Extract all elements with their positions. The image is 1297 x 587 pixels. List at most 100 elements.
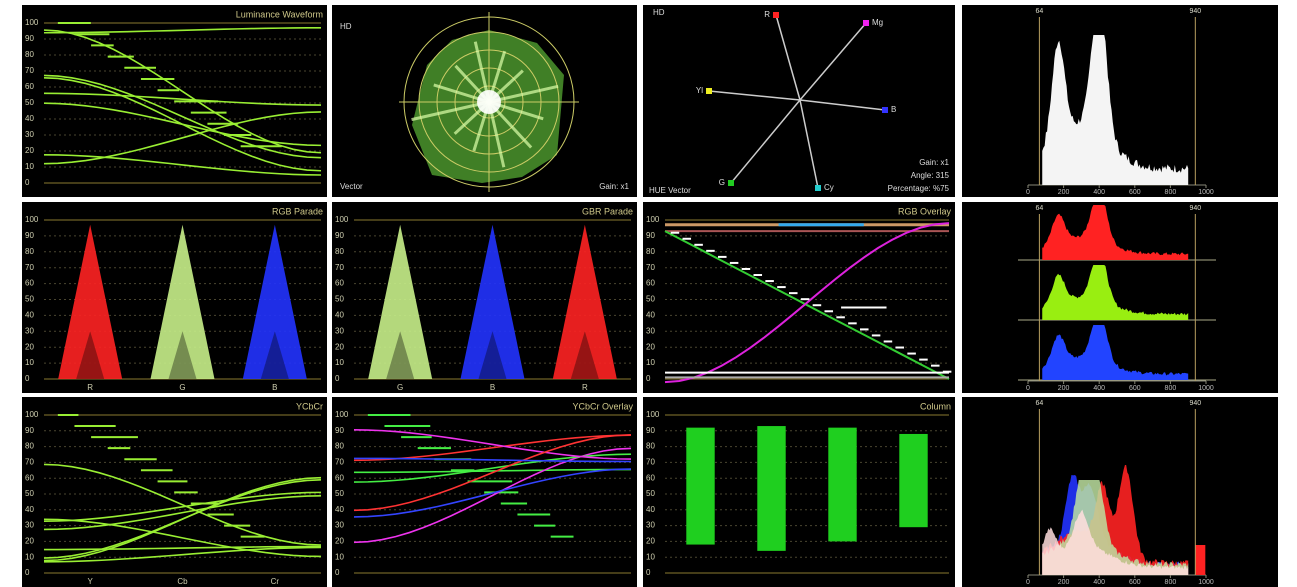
y-tick-label: 50 <box>335 295 344 304</box>
scope-panel: 0 200 400 600 800 1000 64 940 <box>962 202 1278 393</box>
y-tick-label: 0 <box>646 568 651 577</box>
vector-target <box>728 180 734 186</box>
y-tick-label: 100 <box>646 215 660 224</box>
vector-target <box>706 88 712 94</box>
parade-core <box>76 331 105 379</box>
channel-label: Cb <box>177 577 188 586</box>
trace <box>353 447 632 544</box>
range-marker-label: 940 <box>1189 205 1201 212</box>
y-tick-label: 50 <box>646 295 655 304</box>
x-tick-label: 800 <box>1165 385 1177 392</box>
y-tick-label: 30 <box>25 130 34 139</box>
trace <box>353 468 632 518</box>
y-tick-label: 30 <box>335 326 344 335</box>
y-tick-label: 60 <box>335 279 344 288</box>
panel-title: RGB Parade <box>272 206 323 216</box>
vector-line <box>799 99 819 189</box>
panel-title: RGB Overlay <box>898 206 952 216</box>
y-tick-label: 100 <box>335 215 349 224</box>
x-tick-label: 200 <box>1058 579 1070 586</box>
vector-label: R <box>764 10 770 19</box>
trace <box>664 222 950 384</box>
y-tick-label: 70 <box>646 263 655 272</box>
channel-label: B <box>272 383 277 392</box>
y-tick-label: 60 <box>25 473 34 482</box>
y-tick-label: 70 <box>646 458 655 467</box>
y-tick-label: 10 <box>646 552 655 561</box>
range-marker-label: 940 <box>1189 400 1201 407</box>
x-tick-label: 600 <box>1129 579 1141 586</box>
y-tick-label: 100 <box>646 410 660 419</box>
channel-label: R <box>87 383 93 392</box>
y-tick-label: 0 <box>25 568 30 577</box>
trace <box>353 457 632 463</box>
channel-label: G <box>179 383 185 392</box>
x-tick-label: 400 <box>1093 579 1105 586</box>
trace <box>43 74 322 159</box>
histogram-shape <box>1042 35 1189 185</box>
y-tick-label: 60 <box>646 279 655 288</box>
y-tick-label: 30 <box>335 521 344 530</box>
y-tick-label: 90 <box>335 231 344 240</box>
range-marker-label: 64 <box>1035 205 1043 212</box>
x-tick-label: 800 <box>1165 579 1177 586</box>
range-marker-label: 64 <box>1035 400 1043 407</box>
parade-core <box>478 331 507 379</box>
vector-label: Yl <box>696 86 703 95</box>
y-tick-label: 0 <box>335 374 340 383</box>
histogram-shape <box>1042 265 1189 320</box>
y-tick-label: 80 <box>646 247 655 256</box>
y-tick-label: 60 <box>25 82 34 91</box>
scope-label: HD <box>653 8 665 17</box>
x-tick-label: 600 <box>1129 385 1141 392</box>
trace <box>43 518 322 558</box>
vector-line <box>799 99 886 111</box>
scope-panel: 0 200 400 600 800 1000 64 940 <box>962 397 1278 587</box>
y-tick-label: 40 <box>646 311 655 320</box>
x-tick-label: 0 <box>1026 385 1030 392</box>
vector-center <box>477 90 501 114</box>
range-marker-label: 940 <box>1189 8 1201 15</box>
scope-label: Gain: x1 <box>919 158 949 167</box>
y-tick-label: 50 <box>25 295 34 304</box>
trace <box>43 27 322 34</box>
y-tick-label: 100 <box>25 18 39 27</box>
y-tick-label: 40 <box>335 505 344 514</box>
trace <box>353 468 632 474</box>
trace <box>43 495 322 531</box>
y-tick-label: 50 <box>25 98 34 107</box>
x-tick-label: 1000 <box>1198 579 1214 586</box>
y-tick-label: 70 <box>25 458 34 467</box>
scope-label: Vector <box>340 182 363 191</box>
parade-core <box>168 331 197 379</box>
vector-target <box>863 20 869 26</box>
y-tick-label: 90 <box>25 231 34 240</box>
parade-core <box>260 331 289 379</box>
trace <box>43 92 322 106</box>
y-tick-label: 80 <box>646 442 655 451</box>
column-bar <box>757 426 786 551</box>
x-tick-label: 600 <box>1129 189 1141 196</box>
y-tick-label: 90 <box>646 426 655 435</box>
y-tick-label: 0 <box>25 178 30 187</box>
scope-label: Percentage: %75 <box>888 184 950 193</box>
parade-core <box>386 331 415 379</box>
vector-target <box>773 12 779 18</box>
x-tick-label: 0 <box>1026 189 1030 196</box>
y-tick-label: 70 <box>335 263 344 272</box>
trace <box>353 429 632 460</box>
y-tick-label: 70 <box>335 458 344 467</box>
y-tick-label: 20 <box>335 537 344 546</box>
y-tick-label: 40 <box>25 114 34 123</box>
trace <box>43 111 322 165</box>
channel-label: Y <box>87 577 93 586</box>
y-tick-label: 10 <box>25 552 34 561</box>
histogram-shape <box>1042 325 1189 380</box>
